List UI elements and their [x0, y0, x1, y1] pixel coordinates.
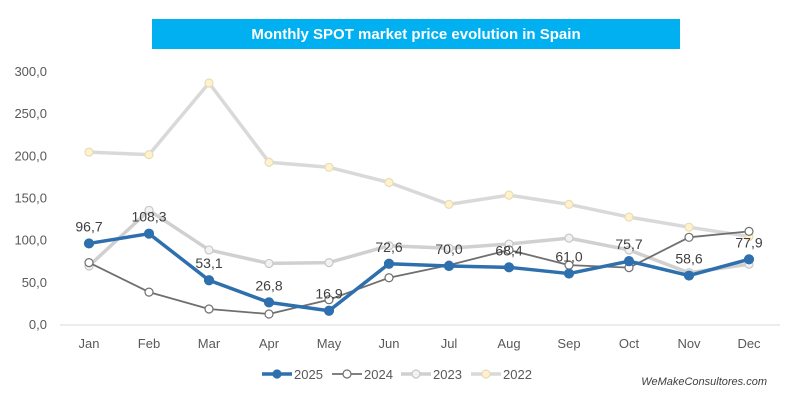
data-point-2025 [503, 262, 515, 273]
legend-marker [342, 369, 352, 379]
data-point-2022 [624, 212, 634, 222]
data-point-2024 [744, 226, 754, 236]
data-point-2022 [504, 190, 514, 200]
data-label: 68,4 [495, 242, 522, 258]
data-point-2022 [684, 222, 694, 232]
data-point-2025 [203, 275, 215, 286]
data-label: 53,1 [195, 255, 222, 271]
data-point-2023 [264, 258, 274, 269]
x-tick-label: Feb [138, 336, 160, 351]
data-point-2024 [84, 257, 94, 268]
x-tick-label: Aug [497, 336, 520, 351]
data-point-2024 [384, 273, 394, 283]
data-point-2025 [623, 256, 635, 267]
data-point-2024 [204, 304, 214, 314]
series-line-2023 [87, 208, 750, 275]
series-line-2025 [88, 231, 750, 313]
data-point-2022 [384, 177, 394, 188]
series-2023 [84, 205, 754, 278]
data-point-2025 [383, 258, 395, 269]
legend-item-2023: 2023 [401, 367, 462, 382]
x-tick-label: Dec [737, 336, 761, 351]
legend-marker [411, 369, 421, 379]
data-label: 16,9 [315, 286, 342, 302]
y-tick-label: 200,0 [14, 148, 47, 163]
data-point-2024 [324, 295, 334, 305]
data-point-2022 [444, 199, 454, 210]
data-point-2025 [443, 260, 455, 272]
data-point-2023 [144, 205, 154, 215]
data-point-2023 [384, 241, 394, 251]
data-point-2025 [263, 297, 275, 308]
data-label: 77,9 [735, 234, 762, 250]
legend-label: 2023 [433, 367, 462, 382]
y-tick-label: 100,0 [14, 233, 47, 248]
data-point-2022 [84, 147, 94, 157]
data-point-2025 [83, 238, 95, 249]
data-point-2024 [144, 287, 154, 297]
chart-title: Monthly SPOT market price evolution in S… [152, 19, 680, 49]
x-tick-label: Jun [379, 336, 400, 351]
data-label: 26,8 [255, 277, 282, 293]
data-label: 108,3 [131, 209, 166, 225]
data-point-2022 [264, 157, 274, 167]
legend-item-2025: 2025 [262, 367, 323, 382]
data-point-2025 [743, 254, 755, 265]
data-point-2022 [324, 162, 334, 172]
data-label: 72,6 [375, 239, 402, 255]
data-point-2024 [504, 245, 514, 255]
x-tick-label: Sep [557, 336, 580, 351]
legend-label: 2024 [364, 367, 393, 382]
watermark: WeMakeConsultores.com [641, 376, 767, 388]
x-tick-label: Jul [441, 336, 458, 351]
x-tick-label: Nov [677, 336, 701, 351]
legend-marker [272, 369, 282, 379]
data-point-2023 [204, 245, 214, 255]
series-line-2022 [88, 81, 750, 239]
series-2024 [84, 226, 754, 319]
data-point-2025 [323, 305, 335, 316]
data-point-2023 [564, 233, 574, 243]
data-point-2025 [683, 270, 695, 281]
data-point-2024 [684, 232, 694, 242]
x-tick-label: Oct [619, 336, 640, 351]
y-tick-label: 50,0 [22, 275, 47, 290]
data-label: 58,6 [675, 251, 702, 267]
y-tick-label: 150,0 [14, 191, 47, 206]
legend-label: 2022 [503, 367, 532, 382]
data-label: 61,0 [555, 249, 582, 265]
series-2025 [83, 228, 755, 316]
data-point-2025 [563, 268, 575, 279]
y-tick-label: 0,0 [29, 317, 47, 332]
x-tick-label: Mar [198, 336, 221, 351]
data-label: 70,0 [435, 241, 462, 257]
data-point-2022 [144, 150, 154, 160]
x-tick-label: May [317, 336, 342, 351]
data-point-2023 [444, 243, 454, 253]
data-point-2024 [264, 309, 274, 319]
y-tick-label: 250,0 [14, 106, 47, 121]
x-tick-label: Apr [259, 336, 280, 351]
legend-marker [481, 369, 491, 379]
data-point-2023 [324, 257, 334, 268]
legend-label: 2025 [294, 367, 323, 382]
legend-item-2024: 2024 [332, 367, 393, 382]
legend-item-2022: 2022 [471, 367, 532, 382]
y-tick-label: 300,0 [14, 64, 47, 79]
x-tick-label: Jan [79, 336, 100, 351]
data-point-2022 [204, 78, 214, 88]
data-point-2023 [624, 245, 634, 255]
series-line-2024 [88, 230, 750, 315]
data-point-2025 [143, 228, 155, 239]
data-label: 75,7 [615, 236, 642, 252]
data-point-2022 [564, 199, 574, 210]
series-2022 [84, 78, 754, 242]
data-label: 96,7 [75, 218, 102, 234]
